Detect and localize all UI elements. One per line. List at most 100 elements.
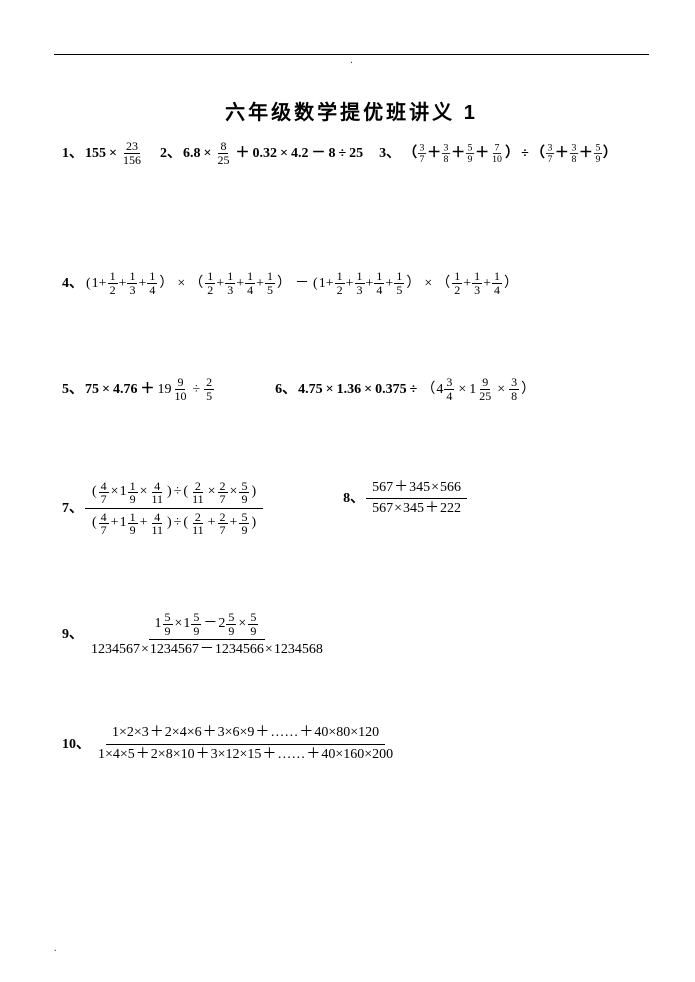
times-op: × [102, 379, 110, 400]
spacer [62, 538, 641, 610]
fraction: 13 [127, 270, 137, 296]
problem-label: 7、 [62, 498, 83, 519]
mixed-whole: 1 [155, 616, 162, 633]
mixed-whole: 19 [157, 379, 171, 400]
denominator: 156 [121, 154, 143, 167]
number: 567 [372, 501, 393, 518]
times-op: × [208, 484, 216, 501]
fraction: 12 [335, 270, 345, 296]
numerator: 7 [493, 142, 501, 153]
denominator: 8 [442, 154, 450, 164]
numerator: 1 [335, 270, 345, 284]
denominator: 9 [466, 154, 474, 164]
big-numerator: ( 47 × 1 19 × 411 ) ÷ ( 211 × 27 × 59 ) [85, 479, 263, 509]
numerator: 5 [239, 511, 249, 525]
fraction: 211 [190, 480, 206, 506]
div-op: ÷ [338, 143, 346, 164]
denominator: 2 [335, 284, 345, 297]
number: 1234566 [215, 642, 264, 659]
problem-label: 6、 [275, 379, 296, 400]
denominator: 9 [128, 524, 138, 537]
left-paren: （ [403, 143, 417, 164]
div-op: ÷ [174, 484, 182, 501]
problem-4: 4、 ( 1 + 12 + 13 + 14 ） × （ 12 + 13 + 14… [62, 270, 519, 296]
plus-op: + [256, 273, 264, 294]
big-fraction: 1×2×3 ＋ 2×4×6 ＋ 3×6×9 ＋ …… ＋ 40×80×120 1… [92, 724, 399, 765]
plus-op: ＋ [255, 725, 269, 742]
spacer [62, 660, 641, 724]
numerator: 9 [480, 376, 490, 390]
fraction: 13 [355, 270, 365, 296]
denominator: 7 [218, 524, 228, 537]
problem-label: 4、 [62, 273, 83, 294]
plus-op: + [366, 273, 374, 294]
denominator: 7 [546, 154, 554, 164]
right-paren: ） [603, 143, 617, 164]
denominator: 11 [190, 493, 206, 506]
denominator: 2 [452, 284, 462, 297]
problem-label: 8、 [343, 488, 364, 509]
plus-op: ＋ [150, 725, 164, 742]
plus-op: ＋ [196, 747, 210, 764]
number: 1 [92, 273, 99, 294]
times-op: × [280, 143, 288, 164]
page: . 六年级数学提优班讲义 1 1、 155 × 23 156 2、 6.8 × … [0, 0, 695, 982]
fraction: 411 [149, 511, 165, 537]
fraction: 910 [172, 376, 188, 402]
plus-op: + [385, 273, 393, 294]
fraction: 12 [452, 270, 462, 296]
number: 1234567 [150, 642, 199, 659]
numerator: 1 [394, 270, 404, 284]
problem-5: 5、 75 × 4.76 ＋ 19 910 ÷ 25 [62, 376, 215, 402]
big-denominator: ( 47 + 1 19 + 411 ) ÷ ( 211 + 27 + 59 ) [85, 509, 263, 538]
problem-label: 2、 [160, 143, 181, 164]
numerator: 2 [218, 511, 228, 525]
fraction: 37 [418, 142, 426, 163]
minus-op: － [203, 616, 217, 633]
fraction: 47 [99, 480, 109, 506]
fraction: 59 [163, 611, 173, 637]
fraction: 34 [444, 376, 454, 402]
left-paren: （ [531, 143, 545, 164]
problem-label: 9、 [62, 624, 83, 645]
problem-label: 10、 [62, 734, 90, 755]
times-op: × [109, 143, 117, 164]
denominator: 10 [491, 154, 504, 164]
plus-op: ＋ [555, 143, 569, 164]
plus-op: + [111, 515, 119, 532]
right-paren: ) [167, 515, 172, 532]
number: 1234568 [274, 642, 323, 659]
row-5: 9、 1 59 × 1 59 － 2 59 × 59 1234567 × [62, 610, 641, 660]
number: 4.2 [291, 143, 309, 164]
numerator: 4 [99, 480, 109, 494]
number: 8 [328, 143, 335, 164]
mixed-whole: 1 [120, 515, 127, 532]
denominator: 9 [239, 524, 249, 537]
plus-op: + [216, 273, 224, 294]
big-denominator: 1×4×5 ＋ 2×8×10 ＋ 3×12×15 ＋ …… ＋ 40×160×2… [92, 745, 399, 765]
numerator: 8 [218, 140, 228, 154]
numerator: 5 [466, 142, 474, 153]
minus-op: － [311, 143, 325, 164]
fraction: 59 [226, 611, 236, 637]
right-paren: ） [277, 273, 291, 294]
row-4: 7、 ( 47 × 1 19 × 411 ) ÷ ( 211 × 27 × [62, 479, 641, 538]
numerator: 1 [472, 270, 482, 284]
fraction: 14 [147, 270, 157, 296]
denominator: 4 [147, 284, 157, 297]
numerator: 1 [355, 270, 365, 284]
problem-3: 3、 （ 37 ＋ 38 ＋ 59 ＋ 710 ） ÷ （ 37 ＋ 38 ＋ … [379, 140, 618, 166]
number: 25 [349, 143, 363, 164]
spacer [62, 296, 641, 376]
number: 0.32 [252, 143, 277, 164]
numerator: 3 [444, 376, 454, 390]
times-op: × [458, 379, 466, 400]
denominator: 5 [204, 390, 214, 403]
number: 566 [440, 480, 461, 497]
denominator: 25 [477, 390, 493, 403]
numerator: 2 [204, 376, 214, 390]
fraction: 19 [128, 511, 138, 537]
ellipsis: …… [277, 747, 305, 764]
left-paren: ( [92, 515, 97, 532]
footer-dot: . [54, 941, 57, 956]
